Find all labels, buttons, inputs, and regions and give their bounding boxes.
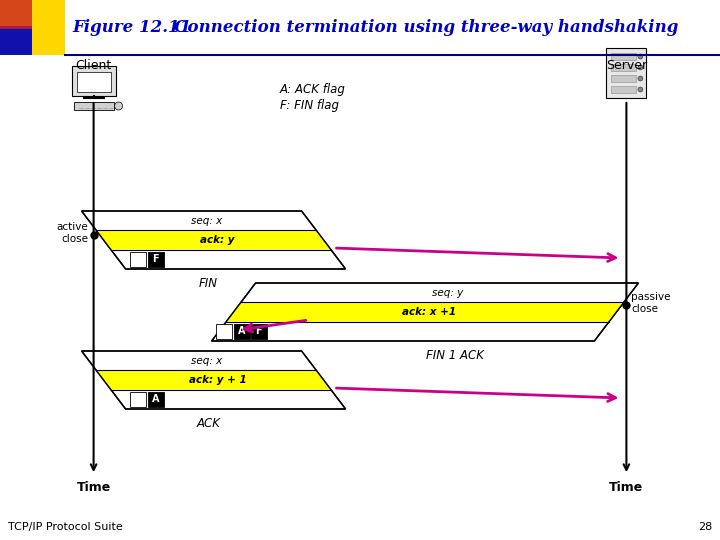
Text: 28: 28 (698, 522, 712, 532)
Text: FIN 1 ACK: FIN 1 ACK (426, 349, 484, 362)
Bar (611, 64, 636, 71)
Polygon shape (226, 302, 624, 322)
Text: Time: Time (76, 481, 111, 494)
Text: Server: Server (606, 59, 647, 72)
Text: A: A (152, 394, 159, 404)
Text: ack: x +1: ack: x +1 (402, 307, 456, 317)
Polygon shape (81, 211, 346, 269)
Bar (233, 324, 250, 339)
Bar (130, 252, 145, 267)
Circle shape (638, 76, 643, 81)
Bar (0, 0, 32, 29)
Polygon shape (81, 351, 346, 409)
Circle shape (638, 65, 643, 70)
Bar (148, 252, 163, 267)
Text: A: A (238, 326, 246, 336)
Bar (148, 392, 163, 407)
Text: Connection termination using three-way handshaking: Connection termination using three-way h… (157, 19, 678, 37)
Text: seq: x: seq: x (192, 215, 222, 226)
Text: seq: y: seq: y (432, 288, 463, 298)
Bar (0, 0, 65, 55)
Text: TCP/IP Protocol Suite: TCP/IP Protocol Suite (8, 522, 122, 532)
Bar (611, 86, 636, 93)
Text: F: F (256, 326, 262, 336)
Bar (611, 75, 636, 82)
Circle shape (114, 102, 122, 110)
Text: F: F (153, 254, 159, 265)
Bar (73, 102, 114, 110)
Text: Figure 12.11: Figure 12.11 (72, 19, 192, 37)
Bar (251, 324, 266, 339)
Bar (606, 48, 647, 98)
Bar (71, 66, 116, 96)
Bar (76, 72, 111, 92)
Bar (215, 324, 232, 339)
Text: passive
close: passive close (631, 292, 671, 314)
Bar (0, 26, 32, 55)
Polygon shape (212, 283, 639, 341)
Bar (611, 53, 636, 60)
Text: Time: Time (609, 481, 644, 494)
Text: Client: Client (76, 59, 112, 72)
Circle shape (638, 87, 643, 92)
Polygon shape (96, 231, 331, 249)
Text: seq: x: seq: x (192, 356, 222, 366)
Text: FIN: FIN (199, 277, 218, 290)
Text: active
close: active close (57, 222, 89, 244)
Text: ack: y + 1: ack: y + 1 (189, 375, 246, 385)
Text: ACK: ACK (197, 417, 220, 430)
Text: F: FIN flag: F: FIN flag (280, 98, 339, 111)
Text: ack: y: ack: y (200, 235, 235, 245)
Polygon shape (96, 370, 331, 390)
Text: A: ACK flag: A: ACK flag (280, 84, 346, 97)
Circle shape (638, 54, 643, 59)
Bar (130, 392, 145, 407)
